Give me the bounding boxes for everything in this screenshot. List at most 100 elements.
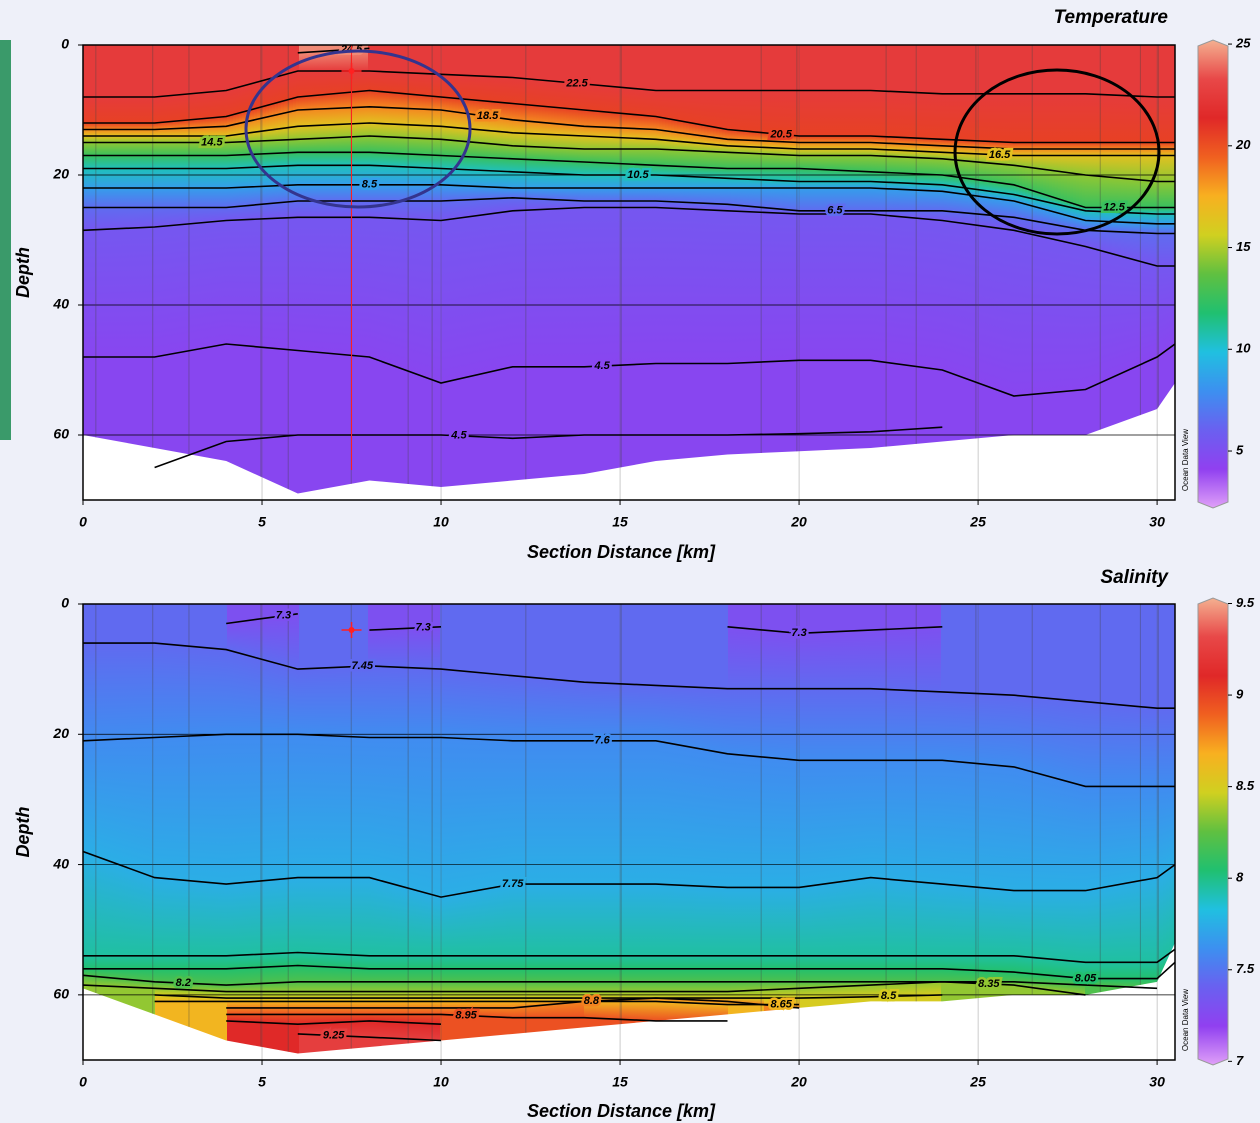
field-column [266, 604, 270, 1060]
field-column [173, 604, 177, 1060]
contour-label: 22.5 [565, 77, 588, 89]
contour-label: 8.8 [584, 995, 600, 1007]
field-column [155, 45, 159, 500]
field-column [170, 604, 174, 1060]
field-column [1160, 45, 1164, 500]
field-column [935, 45, 939, 500]
field-column [1076, 45, 1080, 500]
field-column [497, 45, 501, 500]
field-column [1148, 45, 1152, 500]
field-column [101, 604, 105, 1060]
field-column [869, 604, 873, 1060]
field-column [737, 45, 741, 500]
field-column [230, 45, 234, 500]
field-column [362, 45, 366, 500]
field-column [425, 45, 429, 500]
y-tick-label: 20 [52, 166, 69, 182]
field-column [473, 604, 477, 1060]
field-column [692, 45, 696, 500]
field-column [1049, 604, 1053, 1060]
field-column [758, 604, 762, 1060]
field-column [548, 45, 552, 500]
field-column [359, 45, 363, 500]
colorbar [1197, 39, 1229, 509]
field-column [548, 604, 552, 1060]
y-tick-label: 40 [52, 855, 69, 871]
field-column [1136, 604, 1140, 1060]
contour-label: 9.25 [323, 1029, 345, 1041]
field-column [1040, 604, 1044, 1060]
field-column [413, 45, 417, 500]
field-column [149, 45, 153, 500]
field-column [467, 45, 471, 500]
field-column [791, 604, 795, 1060]
field-column [290, 604, 294, 1060]
field-column [1082, 45, 1086, 500]
field-column [752, 45, 756, 500]
field-column [395, 45, 399, 500]
field-column [611, 45, 615, 500]
field-column [1037, 45, 1041, 500]
field-column [1013, 45, 1017, 500]
contour-line [83, 733, 1175, 788]
field-column [386, 604, 390, 1060]
contour-line [83, 105, 1175, 150]
field-column [590, 604, 594, 1060]
field-column [965, 45, 969, 500]
contour-label: 6.5 [827, 205, 843, 217]
field: 7.3 7.3 7.3 7.45 7.6 7.75 8.05 8.2 8.35 8.5 8.65 8.… [83, 604, 1175, 1060]
field-column [137, 604, 141, 1060]
field-column [773, 45, 777, 500]
x-tick-label: 25 [969, 1074, 986, 1090]
field-column [491, 604, 495, 1060]
field-column [455, 604, 459, 1060]
field-column [605, 45, 609, 500]
field-column [890, 45, 894, 500]
field-column [1001, 45, 1005, 500]
field-column [503, 604, 507, 1060]
field-column [593, 45, 597, 500]
field-column [743, 604, 747, 1060]
field-column [284, 45, 288, 500]
field-column [215, 604, 219, 1060]
colorbar-tick-label: 9.5 [1236, 595, 1255, 610]
field-column [269, 45, 273, 500]
field-column [317, 45, 321, 500]
field-column [617, 604, 621, 1060]
field-column [563, 604, 567, 1060]
field-column [1172, 45, 1175, 500]
field-column [152, 604, 156, 1060]
field-column [383, 45, 387, 500]
field-column [983, 604, 987, 1060]
field-column [962, 45, 966, 500]
field-column [626, 45, 630, 500]
field-column [845, 604, 849, 1060]
field-column [89, 604, 93, 1060]
field-column [113, 45, 117, 500]
field-column [251, 45, 255, 500]
field-column [1112, 604, 1116, 1060]
field-column [140, 45, 144, 500]
field-column [494, 604, 498, 1060]
field-column [389, 604, 393, 1060]
field-column [464, 45, 468, 500]
field-column [320, 604, 324, 1060]
field-column [896, 604, 900, 1060]
bottom-mask [83, 383, 1175, 500]
field-column [95, 604, 99, 1060]
field-column [464, 604, 468, 1060]
contour-label: 16.5 [989, 149, 1011, 161]
field-column [734, 45, 738, 500]
field-column [1112, 45, 1116, 500]
field-column [776, 45, 780, 500]
field-column [671, 45, 675, 500]
field-column [671, 604, 675, 1060]
field-column [1037, 604, 1041, 1060]
field-column [494, 45, 498, 500]
field-column [956, 604, 960, 1060]
field-column [131, 45, 135, 500]
field-column [731, 45, 735, 500]
field-column [665, 45, 669, 500]
field-column [1124, 604, 1128, 1060]
contour-label: 7.75 [502, 878, 524, 890]
